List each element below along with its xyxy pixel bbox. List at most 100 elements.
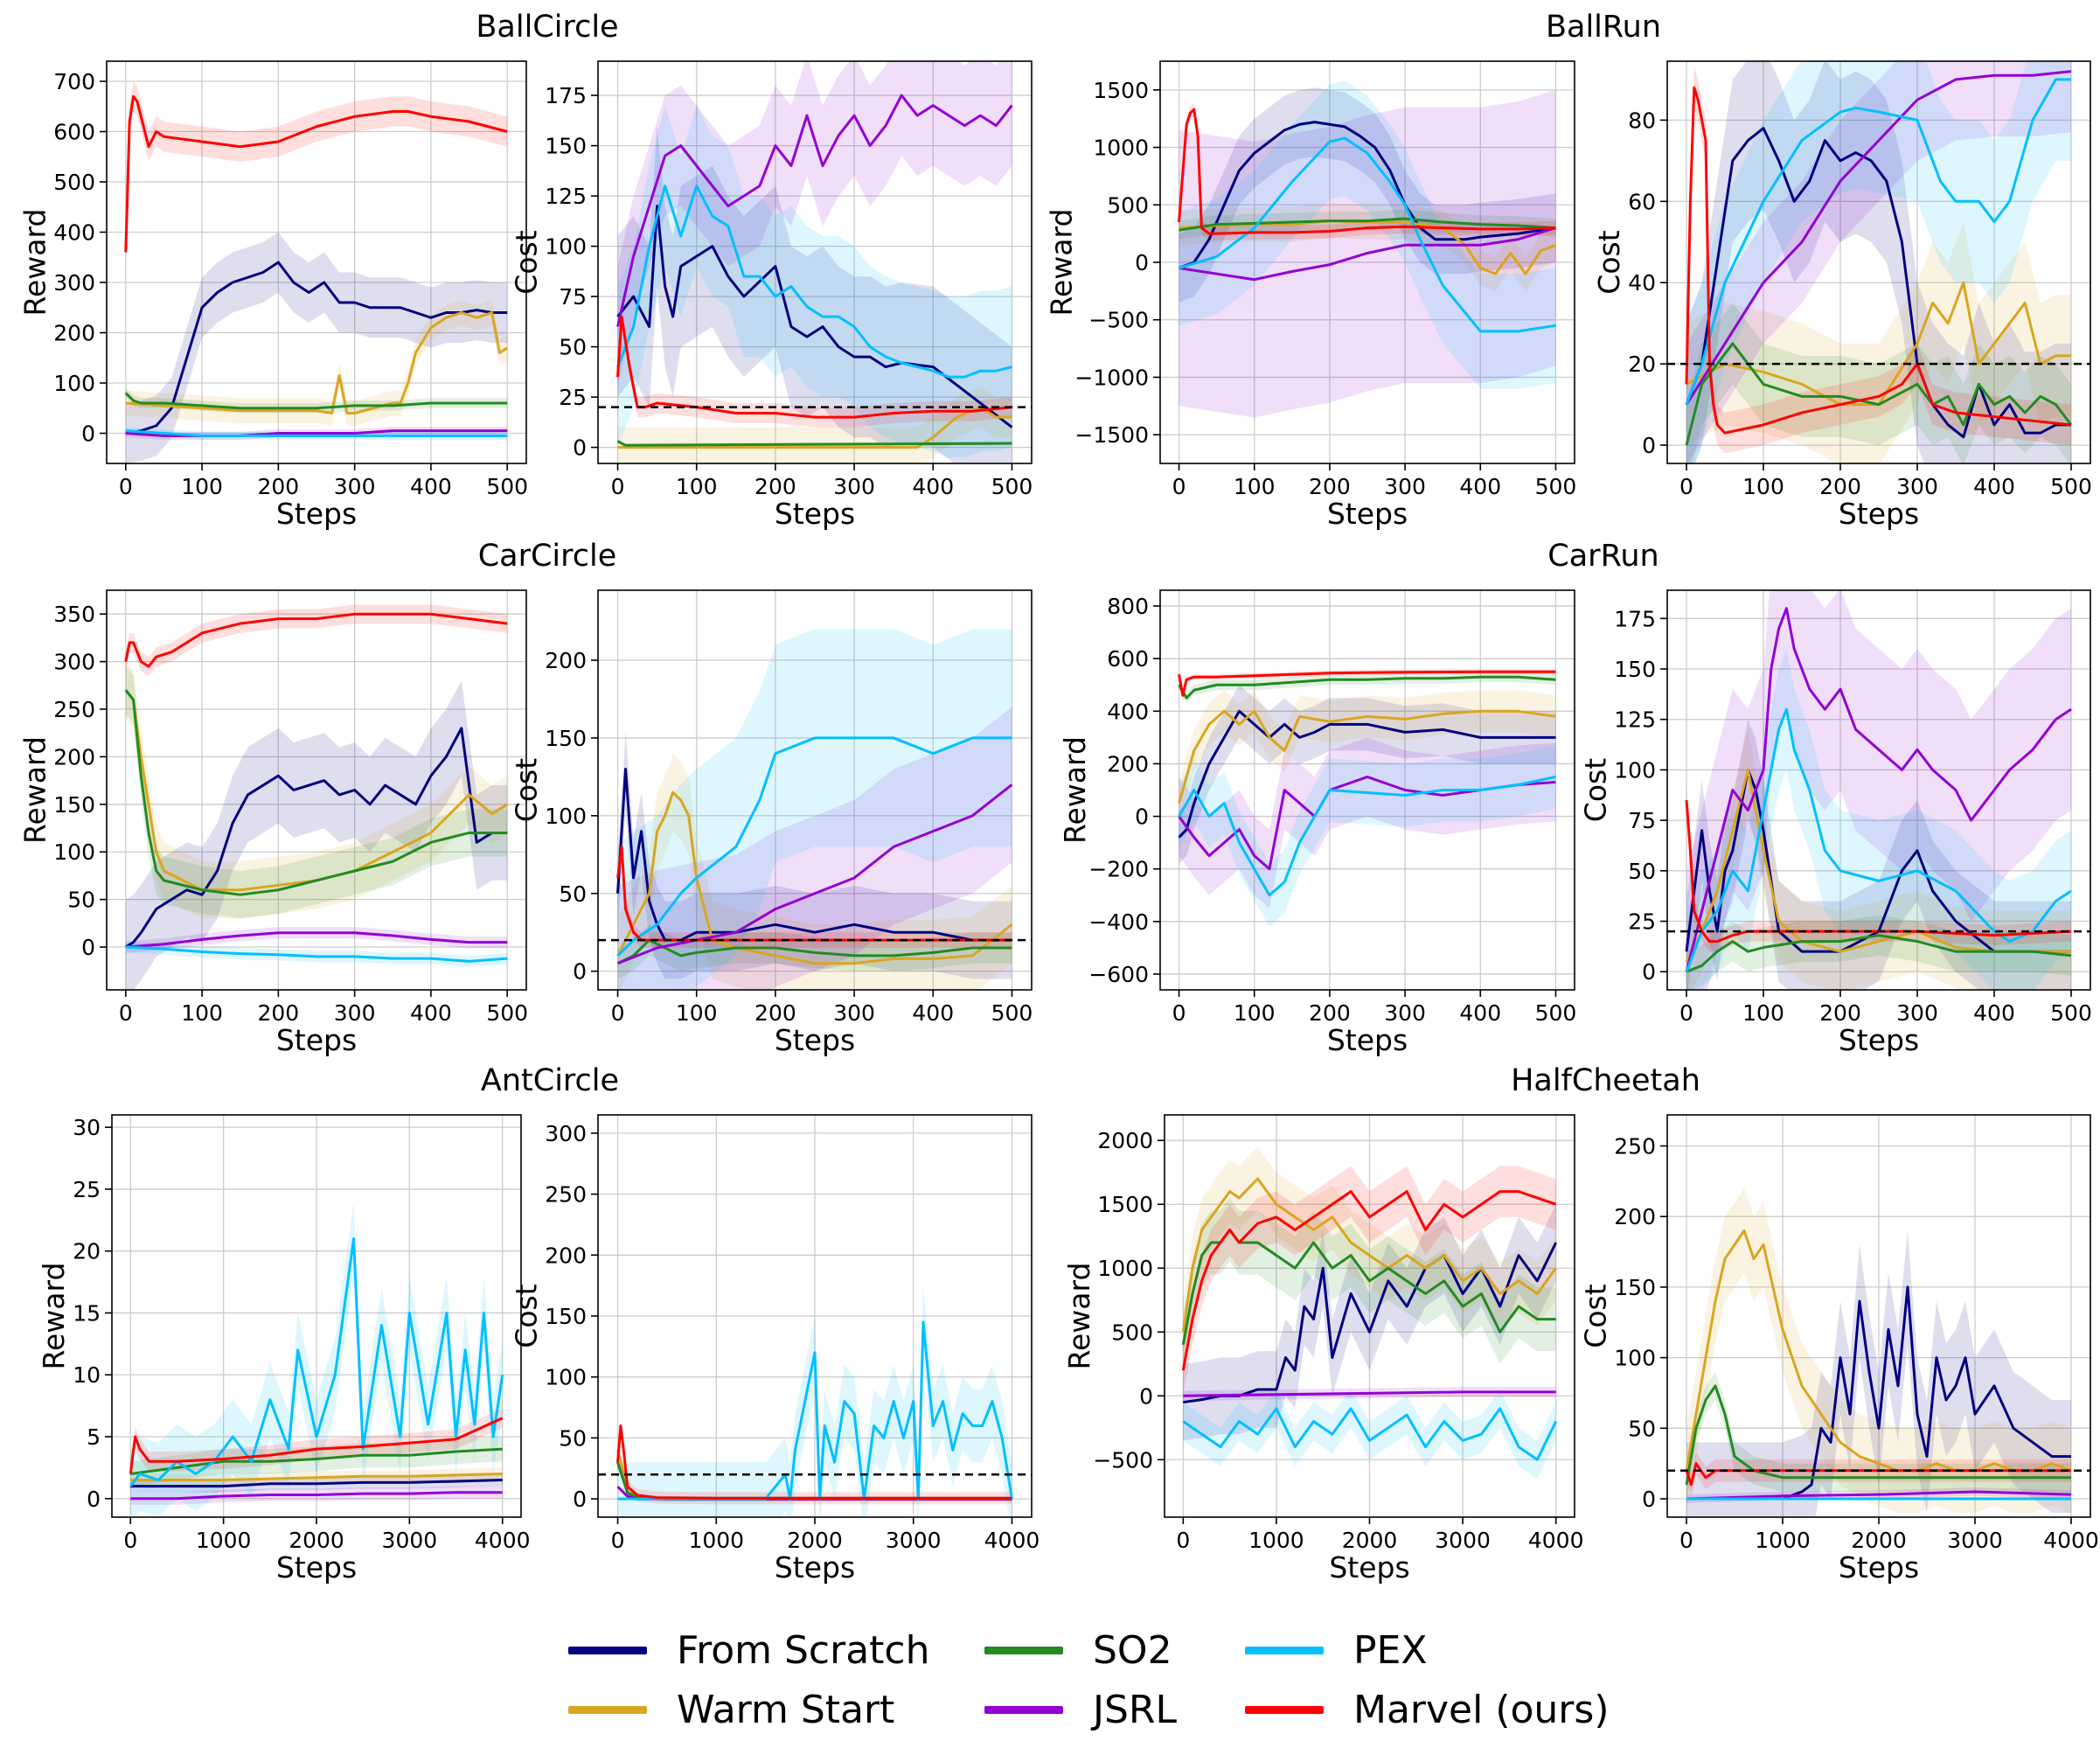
legend-swatch-marvel: [1245, 1706, 1324, 1714]
ballcircle-cost-line-marvel-ours: [616, 315, 1012, 419]
antcircle-reward-xlabel: Steps: [276, 1550, 357, 1584]
carrun-cost-y-tick-label: 175: [1614, 606, 1656, 631]
halfcheetah-reward-x-tick-label: 1000: [1248, 1528, 1304, 1553]
antcircle-reward-x-tick-label: 4000: [475, 1528, 531, 1553]
ballrun-reward-x-tick-label: 0: [1172, 474, 1186, 499]
ballcircle-cost-plot-area: [598, 61, 1032, 463]
ballcircle-reward-plot-area: [124, 81, 509, 463]
ballcircle-reward-xlabel: Steps: [276, 497, 357, 531]
carcircle-reward-chart: 0 100 200 300 400 500 0 50 100 150 200 250 300 350 Ste…: [18, 589, 528, 1057]
ballrun-cost-x-tick-label: 100: [1742, 474, 1784, 499]
carrun-cost-band-marvel-ours: [1686, 790, 2071, 952]
antcircle-cost-x-tick-label: 1000: [688, 1528, 744, 1553]
legend-item-from-scratch: From Scratch: [568, 1628, 930, 1673]
antcircle-cost-y-tick-label: 150: [545, 1304, 587, 1329]
carcircle-reward-line-pex: [125, 945, 508, 963]
ballrun-reward-band-from-scratch: [1179, 87, 1556, 303]
antcircle-reward-line-marvel-ours: [129, 1417, 504, 1474]
carcircle-reward-line-so2: [124, 689, 508, 896]
carrun-cost-xlabel: Steps: [1839, 1023, 1919, 1057]
ballcircle-cost-line-warm-start: [617, 406, 1012, 449]
ballcircle-reward-y-tick-label: 400: [53, 220, 95, 246]
antcircle-cost-ylabel: Cost: [510, 1284, 544, 1348]
carrun-cost-ylabel: Cost: [1579, 758, 1613, 822]
legend-item-warm-start: Warm Start: [568, 1688, 894, 1732]
carcircle-cost-plot-area: [598, 629, 1032, 990]
antcircle-reward-y-tick-label: 25: [73, 1177, 101, 1202]
ballcircle-title: BallCircle: [476, 10, 618, 45]
carrun-cost-band-pex: [1686, 648, 2071, 990]
carrun-cost-y-tick-label: 0: [1642, 959, 1656, 985]
antcircle-cost-x-tick-label: 4000: [984, 1528, 1040, 1553]
ballcircle-cost-x-tick-label: 400: [912, 474, 954, 499]
ballrun-reward-y-tick-label: −500: [1088, 308, 1149, 333]
ballrun-reward-y-tick-label: 500: [1107, 192, 1149, 218]
carcircle-reward-xlabel: Steps: [276, 1023, 357, 1057]
antcircle-reward-y-tick-label: 30: [73, 1115, 101, 1140]
carcircle-reward-y-tick-label: 150: [53, 792, 95, 818]
antcircle-cost-x-tick-label: 0: [611, 1528, 625, 1553]
carcircle-cost-ylabel: Cost: [510, 758, 544, 822]
ballcircle-reward-y-tick-label: 300: [53, 270, 95, 296]
antcircle-reward-line-so2: [130, 1447, 503, 1475]
halfcheetah-cost-y-tick-label: 200: [1614, 1204, 1656, 1229]
halfcheetah-cost-y-tick-label: 0: [1642, 1487, 1656, 1512]
halfcheetah-reward-ylabel: Reward: [1062, 1263, 1096, 1370]
ballrun-cost-band-warm-start: [1686, 221, 2071, 463]
ballcircle-reward-y-tick-label: 200: [53, 321, 95, 346]
halfcheetah-reward-y-tick-label: −500: [1093, 1447, 1153, 1473]
carrun-reward-chart: 0 100 200 300 400 500 −600 −400 −200 0 200 400 600 80…: [1058, 589, 1576, 1057]
halfcheetah-reward-y-tick-label: 1500: [1097, 1192, 1153, 1217]
halfcheetah-cost-line-so2: [1685, 1384, 2071, 1486]
ballrun-reward-x-tick-label: 200: [1309, 474, 1351, 499]
carcircle-cost-x-tick-label: 200: [754, 1000, 796, 1026]
ballrun-reward-y-tick-label: −1500: [1074, 422, 1149, 448]
antcircle-cost-x-tick-label: 3000: [886, 1528, 942, 1553]
carrun-cost-chart: 0 100 200 300 400 500 0 25 50 75 100 125 150 175 Steps…: [1579, 589, 2092, 1057]
carcircle-reward-frame: [106, 589, 527, 991]
carcircle-reward-y-tick-label: 100: [53, 839, 95, 865]
carcircle-cost-x-tick-label: 500: [991, 1000, 1033, 1026]
carrun-reward-y-tick-label: −400: [1088, 909, 1149, 935]
ballrun-reward-x-tick-label: 100: [1234, 474, 1276, 499]
carcircle-reward-line-from-scratch: [125, 727, 508, 949]
carcircle-reward-band-marvel-ours: [125, 604, 508, 676]
ballcircle-reward-x-tick-label: 300: [334, 474, 376, 499]
ballcircle-cost-line-jsrl: [616, 94, 1013, 327]
halfcheetah-title: HalfCheetah: [1511, 1063, 1700, 1098]
ballcircle-reward-line-warm-start: [125, 311, 509, 414]
ballrun-cost-ylabel: Cost: [1592, 230, 1626, 294]
halfcheetah-cost-plot-area: [1667, 1187, 2090, 1517]
halfcheetah-cost-band-from-scratch: [1686, 1230, 2071, 1517]
ballrun-cost-y-tick-label: 40: [1628, 270, 1656, 296]
ballcircle-cost-y-tick-label: 0: [573, 435, 587, 461]
carrun-cost-y-tick-label: 50: [1628, 859, 1656, 884]
antcircle-cost-x-tick-label: 2000: [787, 1528, 843, 1553]
carcircle-reward-band-jsrl: [125, 927, 508, 953]
carrun-reward-y-tick-label: 200: [1107, 751, 1149, 777]
antcircle-reward-x-tick-label: 2000: [289, 1528, 344, 1553]
halfcheetah-cost-band-so2: [1686, 1371, 2071, 1500]
carrun-cost-line-so2: [1686, 934, 2072, 973]
ballrun-cost-line-so2: [1685, 342, 2073, 446]
halfcheetah-cost-band-warm-start: [1686, 1187, 2071, 1514]
legend-item-marvel: Marvel (ours): [1245, 1688, 1610, 1732]
ballcircle-cost-ylabel: Cost: [510, 230, 544, 294]
antcircle-reward-x-tick-label: 1000: [196, 1528, 252, 1553]
carrun-reward-band-warm-start: [1179, 690, 1556, 825]
ballcircle-cost-line-from-scratch: [616, 205, 1013, 428]
ballrun-reward-plot-area: [1178, 80, 1556, 418]
halfcheetah-reward-band-from-scratch: [1183, 1204, 1556, 1441]
ballrun-reward-xlabel: Steps: [1327, 497, 1408, 531]
halfcheetah-reward-plot-area: [1181, 1146, 1558, 1480]
ballcircle-reward-y-tick-label: 100: [53, 371, 95, 396]
carcircle-reward-x-tick-label: 200: [258, 1000, 300, 1026]
antcircle-reward-chart: 0 1000 2000 3000 4000 0 5 10 15 20 25 30 Steps Reward: [37, 1114, 531, 1584]
ballcircle-cost-band-marvel-ours: [617, 306, 1012, 428]
carrun-reward-line-so2: [1178, 675, 1556, 700]
halfcheetah-reward-x-tick-label: 0: [1176, 1528, 1190, 1553]
ballrun-reward-chart: 0 100 200 300 400 500 −1500 −1000 −500 0 500 1000 15…: [1045, 60, 1576, 531]
halfcheetah-cost-line-from-scratch: [1686, 1285, 2071, 1501]
ballrun-cost-frame: [1666, 60, 2091, 464]
